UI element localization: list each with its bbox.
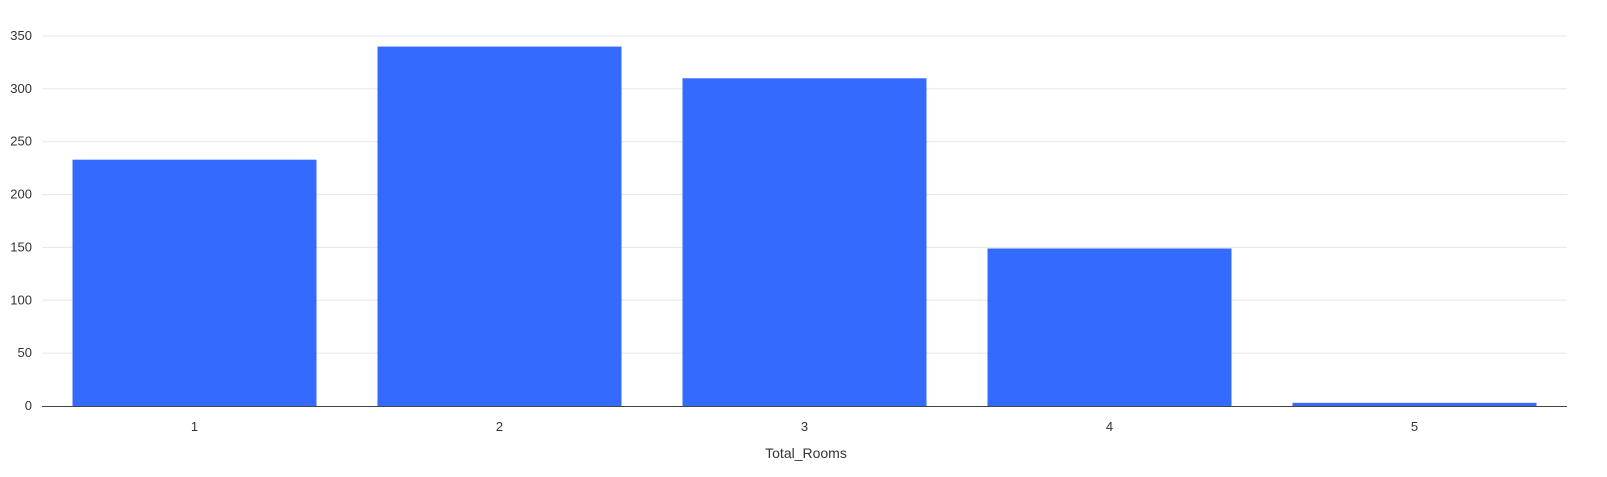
bar-3[interactable] (682, 78, 927, 407)
y-axis-ticks: 0 50 100 150 200 250 300 350 (10, 28, 32, 413)
x-tick-label: 4 (1106, 419, 1113, 434)
y-tick-label: 300 (10, 81, 32, 96)
y-tick-label: 200 (10, 187, 32, 202)
x-axis-ticks: 1 2 3 4 5 (191, 419, 1418, 434)
x-tick-label: 1 (191, 419, 198, 434)
x-axis-title: Total_Rooms (765, 445, 847, 461)
y-tick-label: 100 (10, 292, 32, 307)
bars (72, 46, 1537, 407)
y-tick-label: 0 (25, 398, 32, 413)
bar-1[interactable] (72, 159, 317, 406)
y-tick-label: 50 (18, 345, 32, 360)
bar-2[interactable] (377, 46, 622, 406)
x-tick-label: 3 (801, 419, 808, 434)
bar-5[interactable] (1292, 402, 1537, 406)
x-tick-label: 5 (1411, 419, 1418, 434)
y-tick-label: 350 (10, 28, 32, 43)
y-tick-label: 150 (10, 239, 32, 254)
bar-4[interactable] (987, 248, 1232, 406)
y-tick-label: 250 (10, 134, 32, 149)
x-tick-label: 2 (496, 419, 503, 434)
